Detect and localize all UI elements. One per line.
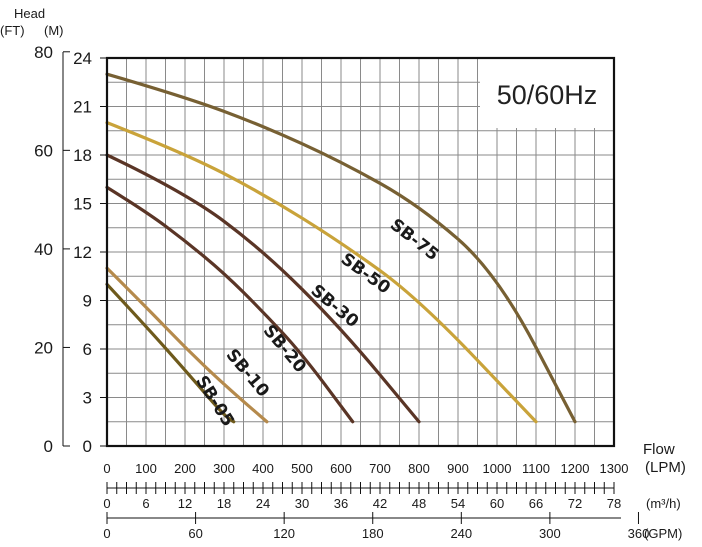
m3h-tick-label: 30	[295, 496, 309, 511]
pump-curves	[105, 72, 577, 424]
curve-sb-10	[105, 266, 269, 424]
m-tick-label: 3	[83, 389, 92, 408]
gpm-tick-label: 300	[539, 526, 561, 541]
m-tick-label: 15	[73, 195, 92, 214]
m3h-tick-label: 6	[142, 496, 149, 511]
m3h-tick-label: 0	[103, 496, 110, 511]
curve-sb-20	[105, 185, 355, 424]
frequency-annotation: 50/60Hz	[497, 80, 598, 110]
m-tick-label: 6	[83, 340, 92, 359]
gpm-tick-label: 240	[450, 526, 472, 541]
m3h-tick-label: 48	[412, 496, 426, 511]
ft-tick-label: 0	[44, 437, 53, 456]
m3h-tick-label: 60	[490, 496, 504, 511]
m3h-tick-label: 66	[529, 496, 543, 511]
ft-tick-label: 40	[34, 240, 53, 259]
y-axis-title: Head	[14, 6, 45, 21]
lpm-tick-label: 900	[447, 461, 469, 476]
gpm-tick-label: 180	[362, 526, 384, 541]
lpm-tick-label: 500	[291, 461, 313, 476]
m3h-tick-label: 54	[451, 496, 465, 511]
lpm-tick-label: 100	[135, 461, 157, 476]
lpm-tick-label: 600	[330, 461, 352, 476]
lpm-axis-ticks: 0 100 200 300 400 500 600 700 800 900 1000 1100 1200…	[103, 461, 628, 476]
m3h-tick-label: 42	[373, 496, 387, 511]
lpm-tick-label: 700	[369, 461, 391, 476]
m-tick-label: 24	[73, 49, 92, 68]
m3h-tick-label: 24	[256, 496, 270, 511]
ft-tick-label: 20	[34, 338, 53, 357]
curve-sb-75	[105, 72, 577, 424]
gpm-tick-label: 360	[628, 526, 650, 541]
lpm-tick-label: 1000	[483, 461, 512, 476]
m3h-axis-ticks: 0 6 12 18 24 30 36 42 48 54 60 66 72 78	[103, 482, 621, 511]
x-axis-lpm-unit: (LPM)	[645, 459, 686, 476]
m3h-axis-unit: (m³/h)	[646, 496, 681, 511]
m-tick-label: 18	[73, 146, 92, 165]
m3h-tick-label: 78	[607, 496, 621, 511]
lpm-tick-label: 1300	[600, 461, 629, 476]
m3h-tick-label: 72	[568, 496, 582, 511]
curve-sb-50	[105, 121, 538, 424]
gpm-tick-label: 60	[188, 526, 202, 541]
frequency-box	[480, 58, 614, 128]
y-axis-m-unit: (M)	[44, 23, 64, 38]
lpm-tick-label: 1100	[522, 461, 550, 476]
lpm-tick-label: 200	[174, 461, 196, 476]
gpm-tick-label: 120	[273, 526, 295, 541]
ft-axis-ticks: 80 60 40 20 0	[34, 43, 70, 456]
x-axis-title: Flow	[643, 441, 675, 458]
m3h-tick-label: 18	[217, 496, 231, 511]
m3h-tick-label: 36	[334, 496, 348, 511]
m-tick-label: 12	[73, 243, 92, 262]
gpm-tick-label: 0	[103, 526, 110, 541]
m-axis-ticks: 24 21 18 15 12 9 6 3 0	[73, 49, 107, 456]
lpm-tick-label: 300	[213, 461, 235, 476]
lpm-tick-label: 400	[252, 461, 274, 476]
gpm-axis-ticks: 0 60 120 180 240 300 360	[103, 512, 649, 541]
m-tick-label: 0	[83, 437, 92, 456]
curve-sb-05	[105, 282, 236, 424]
lpm-tick-label: 0	[103, 461, 110, 476]
y-axis-ft-unit: (FT)	[0, 23, 25, 38]
curve-sb-30	[105, 153, 421, 424]
lpm-tick-label: 1200	[561, 461, 590, 476]
ft-tick-label: 60	[34, 141, 53, 160]
gpm-axis-unit: (GPM)	[644, 526, 682, 541]
m-tick-label: 9	[83, 292, 92, 311]
m-tick-label: 21	[73, 98, 92, 117]
ft-tick-label: 80	[34, 43, 53, 62]
lpm-tick-label: 800	[408, 461, 430, 476]
m3h-tick-label: 12	[178, 496, 192, 511]
